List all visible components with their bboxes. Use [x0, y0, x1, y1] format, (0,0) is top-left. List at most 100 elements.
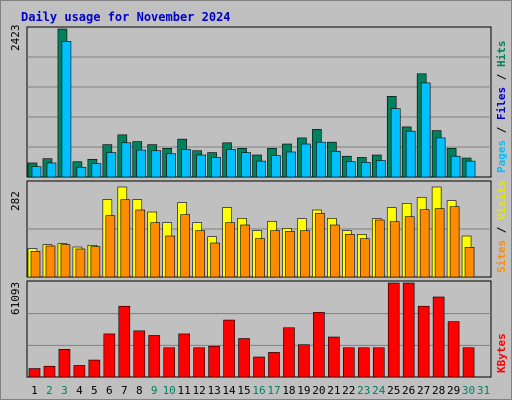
x-tick-label-31: 31: [477, 384, 490, 397]
hits-files-bar-files-day-10: [166, 153, 177, 178]
x-tick-label-4: 4: [76, 384, 83, 397]
visits-sites-bar-sites-day-16: [255, 238, 265, 278]
x-tick-label-13: 13: [207, 384, 220, 397]
kbytes-bar-kbytes-day-10: [163, 347, 176, 378]
x-tick-label-27: 27: [417, 384, 430, 397]
x-tick-label-16: 16: [252, 384, 265, 397]
hits-files-bar-files-day-26: [405, 130, 416, 178]
hits-files-bar-files-day-1: [31, 166, 42, 178]
hits-files-bar-files-day-13: [211, 157, 221, 178]
kbytes-bar-kbytes-day-4: [73, 365, 86, 378]
kbytes-bar-kbytes-day-16: [253, 356, 265, 378]
kbytes-bar-kbytes-day-24: [372, 347, 385, 378]
visits-sites-bar-sites-day-29: [449, 206, 460, 278]
visits-sites-bar-sites-day-2: [45, 245, 56, 278]
hits-files-bar-files-day-4: [76, 166, 87, 178]
x-tick-label-9: 9: [151, 384, 158, 397]
hits-files-bar-files-day-29: [450, 155, 461, 178]
kbytes-legend: KBytes: [495, 333, 508, 373]
x-tick-label-8: 8: [136, 384, 143, 397]
legend-kbytes: KBytes: [495, 333, 508, 373]
hits-files-bar-files-day-2: [46, 162, 57, 178]
kbytes-bar-kbytes-day-28: [432, 296, 445, 378]
visits-sites-bar-sites-day-30: [464, 247, 475, 278]
visits-sites-bar-sites-day-8: [135, 209, 146, 278]
x-tick-label-1: 1: [31, 384, 38, 397]
panel-hits-files: [26, 26, 492, 178]
x-tick-label-11: 11: [178, 384, 191, 397]
visits-sites-bar-sites-day-14: [225, 222, 235, 278]
kbytes-bar-kbytes-day-2: [43, 365, 56, 378]
x-tick-label-10: 10: [163, 384, 176, 397]
kbytes-bar-kbytes-day-12: [193, 347, 205, 378]
legend-files: Files: [495, 87, 508, 120]
hits-files-bar-files-day-17: [271, 155, 281, 178]
visits-sites-bar-sites-day-15: [240, 224, 250, 278]
hits-files-bar-files-day-23: [360, 162, 371, 178]
visits-sites-bar-sites-day-23: [359, 238, 370, 278]
hits-files-bar-files-day-7: [121, 142, 132, 178]
visits-sites-bar-sites-day-10: [165, 235, 176, 278]
kbytes-bar-kbytes-day-11: [178, 333, 190, 378]
visits-sites-bar-sites-day-25: [389, 221, 400, 278]
x-tick-label-24: 24: [372, 384, 386, 397]
kbytes-bar-kbytes-day-20: [313, 312, 325, 378]
visits-sites-bar-sites-day-11: [180, 214, 190, 278]
hits-files-bar-files-day-28: [435, 137, 446, 178]
kbytes-bar-kbytes-day-19: [298, 344, 310, 378]
kbytes-bar-kbytes-day-25: [387, 282, 400, 378]
visits-sites-legend: Sites / Visits: [495, 180, 508, 273]
hits-files-legend: Pages / Files / Hits: [495, 41, 508, 174]
kbytes-bar-kbytes-day-18: [283, 327, 295, 378]
x-tick-label-18: 18: [282, 384, 295, 397]
hits-files-bar-files-day-19: [301, 143, 311, 178]
legend-sep-1: /: [495, 226, 508, 233]
x-tick-label-22: 22: [342, 384, 355, 397]
kbytes-bar-kbytes-day-1: [28, 368, 41, 378]
hits-files-bar-files-day-21: [331, 151, 341, 178]
kbytes-bar-kbytes-day-26: [402, 282, 415, 378]
visits-sites-bar-sites-day-21: [330, 224, 340, 278]
ymax-visits-sites: 282: [9, 191, 22, 211]
visits-sites-bar-sites-day-17: [270, 230, 280, 278]
visits-sites-bar-sites-day-28: [434, 208, 445, 278]
hits-files-bar-files-day-16: [256, 160, 266, 178]
hits-files-bar-files-day-9: [151, 150, 162, 178]
legend-hits: Hits: [495, 41, 508, 68]
x-tick-label-28: 28: [432, 384, 445, 397]
x-tick-label-21: 21: [327, 384, 340, 397]
visits-sites-bar-sites-day-19: [300, 230, 310, 278]
visits-sites-bar-sites-day-18: [285, 231, 295, 278]
x-tick-label-30: 30: [462, 384, 475, 397]
visits-sites-bar-sites-day-6: [105, 215, 116, 278]
x-tick-label-26: 26: [402, 384, 415, 397]
x-tick-label-19: 19: [297, 384, 310, 397]
kbytes-bar-kbytes-day-27: [417, 305, 430, 378]
kbytes-bar-kbytes-day-9: [148, 335, 161, 378]
hits-files-bar-files-day-8: [136, 149, 147, 178]
hits-files-bar-files-day-22: [346, 161, 356, 178]
x-axis-labels: 1 2 3 4 5 6 7 8 9 10 11 12 13 14 15 16 17 18 19 20 21 22 23 24 2…: [31, 384, 490, 397]
hits-files-bar-files-day-5: [91, 163, 102, 178]
visits-sites-bar-sites-day-5: [90, 246, 101, 278]
hits-files-bar-files-day-24: [375, 160, 386, 178]
visits-sites-bar-sites-day-12: [195, 230, 205, 278]
x-tick-label-6: 6: [106, 384, 113, 397]
visits-sites-bar-sites-day-26: [404, 216, 415, 278]
hits-files-bar-files-day-3: [61, 41, 72, 178]
x-tick-label-12: 12: [193, 384, 206, 397]
kbytes-bar-kbytes-day-3: [58, 348, 71, 378]
x-tick-label-14: 14: [222, 384, 236, 397]
kbytes-bar-kbytes-day-7: [118, 305, 131, 378]
x-tick-label-5: 5: [91, 384, 98, 397]
hits-files-bar-files-day-18: [286, 151, 296, 178]
visits-sites-bar-sites-day-13: [210, 242, 220, 278]
hits-files-bar-files-day-12: [196, 154, 206, 178]
kbytes-bar-kbytes-day-21: [328, 336, 340, 378]
x-tick-label-29: 29: [447, 384, 460, 397]
visits-sites-bar-sites-day-7: [120, 199, 131, 278]
visits-sites-bar-sites-day-4: [75, 248, 86, 278]
kbytes-bar-kbytes-day-23: [357, 347, 370, 378]
